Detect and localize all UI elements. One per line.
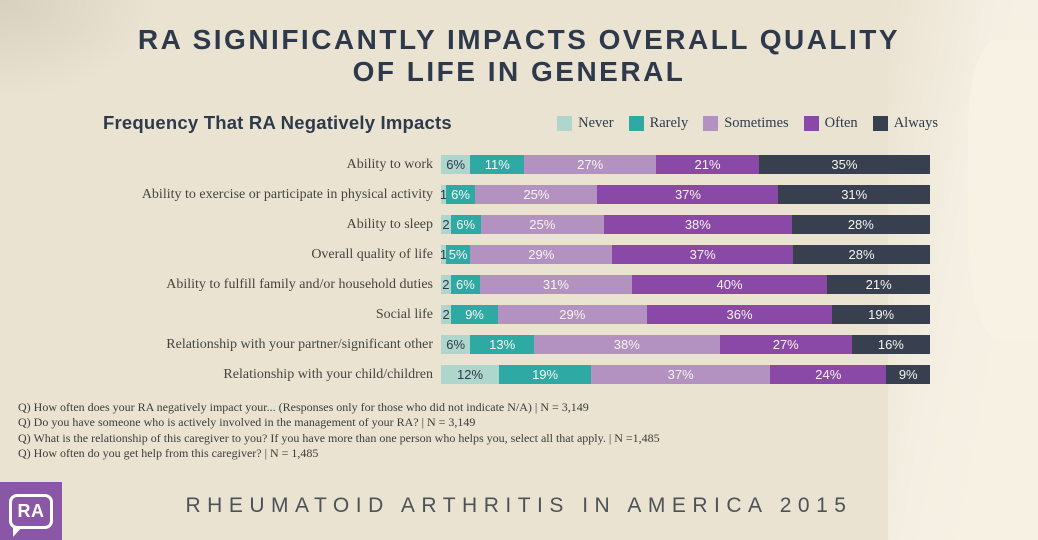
- bar-segment-often: 38%: [604, 215, 792, 234]
- footnote: Q) What is the relationship of this care…: [18, 430, 660, 445]
- chart-row: Ability to sleep 2 6% 25% 38% 28%: [0, 215, 1038, 234]
- bar-segment-often: 37%: [597, 185, 779, 204]
- legend-item-rarely: Rarely: [628, 114, 689, 132]
- ra-logo-text: RA: [17, 500, 45, 521]
- bar-segment-always: 28%: [793, 245, 931, 264]
- stacked-bar-chart: Ability to work 6% 11% 27% 21% 35% Ability to …: [0, 155, 1038, 395]
- bar-segment-rarely: 6%: [450, 275, 481, 294]
- bar-segment-sometimes: 25%: [475, 185, 598, 204]
- bar-segment-never: 6%: [441, 335, 471, 354]
- bar-segment-always: 16%: [851, 335, 930, 354]
- bar-segment-sometimes: 37%: [591, 365, 771, 384]
- bar-segment-always: 35%: [758, 155, 931, 174]
- footnotes: Q) How often does your RA negatively imp…: [18, 400, 998, 462]
- bar-segment-always: 28%: [791, 215, 930, 234]
- chart-row: Ability to work 6% 11% 27% 21% 35%: [0, 155, 1038, 174]
- footnote: Q) How often does your RA negatively imp…: [18, 400, 589, 414]
- chart-row: Social life 2 9% 29% 36% 19%: [0, 305, 1038, 324]
- stacked-bar: 6% 13% 38% 27% 16%: [441, 335, 930, 354]
- category-label: Social life: [375, 306, 433, 322]
- bar-segment-often: 24%: [770, 365, 887, 384]
- ra-logo: RA: [0, 482, 62, 540]
- category-label: Relationship with your partner/significa…: [166, 336, 433, 352]
- bar-segment-never: 2: [441, 305, 452, 324]
- category-label: Ability to sleep: [346, 216, 433, 232]
- bar-segment-rarely: 6%: [450, 215, 481, 234]
- bar-segment-sometimes: 38%: [533, 335, 720, 354]
- bar-segment-never: 2: [441, 215, 451, 234]
- bar-segment-often: 21%: [656, 155, 759, 174]
- bar-segment-rarely: 9%: [451, 305, 498, 324]
- category-label: Relationship with your child/children: [223, 366, 433, 382]
- speech-bubble-icon: RA: [9, 493, 53, 537]
- chart-header: Frequency That RA Negatively Impacts Nev…: [103, 112, 938, 134]
- bar-segment-always: 31%: [778, 185, 931, 204]
- page-title: RA SIGNIFICANTLY IMPACTS OVERALL QUALITY…: [0, 24, 1038, 89]
- bar-segment-never: 12%: [441, 365, 500, 384]
- category-label: Ability to exercise or participate in ph…: [141, 186, 433, 202]
- bar-segment-always: 21%: [827, 275, 930, 294]
- category-label: Ability to work: [346, 156, 433, 172]
- chart-row: Relationship with your partner/significa…: [0, 335, 1038, 354]
- bar-segment-rarely: 5%: [445, 245, 471, 264]
- chart-heading: Frequency That RA Negatively Impacts: [103, 112, 452, 133]
- page-title-line2: OF LIFE IN GENERAL: [352, 56, 686, 88]
- bar-segment-never: 2: [441, 275, 451, 294]
- bar-segment-never: 1: [439, 185, 448, 204]
- stacked-bar: 12% 19% 37% 24% 9%: [441, 365, 930, 384]
- page-title-line1: RA SIGNIFICANTLY IMPACTS OVERALL QUALITY: [137, 24, 901, 55]
- bar-segment-rarely: 19%: [499, 365, 592, 384]
- bar-segment-often: 36%: [646, 305, 833, 324]
- bar-segment-rarely: 6%: [445, 185, 476, 204]
- legend-label: Never: [578, 114, 614, 131]
- bar-segment-sometimes: 27%: [524, 155, 657, 174]
- bar-segment-often: 37%: [612, 245, 794, 264]
- category-label: Overall quality of life: [311, 246, 433, 262]
- stacked-bar: 2 9% 29% 36% 19%: [441, 305, 931, 324]
- legend-item-never: Never: [557, 114, 614, 132]
- legend-swatch-always: [872, 115, 888, 131]
- chart-row: Ability to exercise or participate in ph…: [0, 185, 1038, 204]
- bar-segment-rarely: 11%: [470, 155, 525, 174]
- category-label: Ability to fulfill family and/or househo…: [166, 276, 433, 292]
- bar-segment-often: 27%: [719, 335, 852, 354]
- legend-item-sometimes: Sometimes: [703, 114, 789, 132]
- bar-segment-always: 19%: [832, 305, 931, 324]
- bar-segment-sometimes: 31%: [480, 275, 632, 294]
- chart-row: Ability to fulfill family and/or househo…: [0, 275, 1038, 294]
- legend-swatch-never: [557, 115, 573, 131]
- bar-segment-sometimes: 29%: [497, 305, 647, 324]
- bar-segment-often: 40%: [631, 275, 828, 294]
- bar-segment-rarely: 13%: [470, 335, 534, 354]
- bar-segment-always: 9%: [886, 365, 930, 384]
- legend-swatch-often: [803, 115, 819, 131]
- stacked-bar: 2 6% 25% 38% 28%: [441, 215, 930, 234]
- stacked-bar: 1 5% 29% 37% 28%: [439, 245, 931, 264]
- bar-segment-never: 6%: [441, 155, 471, 174]
- legend-swatch-sometimes: [703, 115, 719, 131]
- chart-row: Overall quality of life 1 5% 29% 37% 28%: [0, 245, 1038, 264]
- footnote: Q) How often do you get help from this c…: [18, 446, 319, 461]
- footer-wordmark: RHEUMATOID ARTHRITIS IN AMERICA 2015: [185, 494, 853, 517]
- bar-segment-never: 1: [439, 245, 448, 264]
- bar-segment-sometimes: 29%: [470, 245, 613, 264]
- legend-label: Sometimes: [724, 114, 789, 131]
- legend: Never Rarely Sometimes Often Always: [557, 115, 938, 132]
- legend-swatch-rarely: [628, 115, 644, 131]
- legend-label: Always: [893, 114, 938, 131]
- footnote: Q) Do you have someone who is actively i…: [18, 415, 476, 430]
- legend-label: Often: [824, 114, 858, 131]
- bar-segment-sometimes: 25%: [480, 215, 604, 234]
- stacked-bar: 2 6% 31% 40% 21%: [441, 275, 930, 294]
- chart-row: Relationship with your child/children 12%…: [0, 365, 1038, 384]
- legend-item-often: Often: [803, 114, 858, 132]
- stacked-bar: 6% 11% 27% 21% 35%: [441, 155, 931, 174]
- legend-label: Rarely: [649, 114, 689, 131]
- legend-item-always: Always: [872, 114, 938, 132]
- stacked-bar: 1 6% 25% 37% 31%: [439, 185, 931, 204]
